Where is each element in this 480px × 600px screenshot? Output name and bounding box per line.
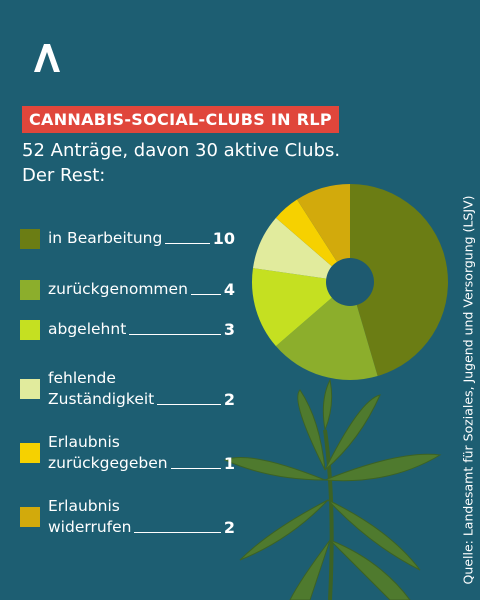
leader-line bbox=[134, 532, 221, 533]
legend-label: fehlende Zuständigkeit bbox=[48, 369, 155, 408]
legend-label: Erlaubnis widerrufen bbox=[48, 497, 132, 536]
leader-line bbox=[129, 334, 221, 335]
logo bbox=[34, 44, 60, 72]
value-label: 1 bbox=[223, 454, 235, 473]
pie-slice bbox=[297, 184, 350, 282]
legend-item: fehlende Zuständigkeit 2 bbox=[20, 368, 235, 410]
pie-slice bbox=[275, 199, 350, 282]
legend-label: in Bearbeitung bbox=[48, 229, 163, 247]
value-label: 3 bbox=[223, 320, 235, 339]
leader-line bbox=[170, 468, 221, 469]
value-label: 2 bbox=[223, 390, 235, 409]
legend-swatch bbox=[20, 443, 40, 463]
pie-slice bbox=[251, 268, 350, 347]
cannabis-leaves bbox=[223, 378, 442, 600]
legend-item: Erlaubnis zurückgegeben 1 bbox=[20, 432, 235, 474]
legend-item: in Bearbeitung 10 bbox=[20, 228, 235, 249]
legend-item: abgelehnt 3 bbox=[20, 319, 235, 340]
chart-subtitle: 52 Anträge, davon 30 aktive Clubs. Der R… bbox=[22, 140, 341, 186]
pie-slice bbox=[350, 184, 448, 377]
legend-swatch bbox=[20, 319, 40, 340]
legend-swatch bbox=[20, 279, 40, 300]
legend-item: zurückgenommen 4 bbox=[20, 279, 235, 300]
value-label: 2 bbox=[223, 518, 235, 537]
leader-line bbox=[165, 243, 210, 244]
value-label: 10 bbox=[212, 229, 235, 248]
legend-swatch bbox=[20, 379, 40, 399]
legend-label: abgelehnt bbox=[48, 320, 127, 338]
legend-swatch bbox=[20, 228, 40, 249]
value-label: 4 bbox=[223, 280, 235, 299]
leader-line bbox=[190, 294, 221, 295]
legend-item: Erlaubnis widerrufen 2 bbox=[20, 496, 235, 538]
pie-hole bbox=[326, 258, 374, 306]
legend-label: zurückgenommen bbox=[48, 280, 188, 298]
legend-label: Erlaubnis zurückgegeben bbox=[48, 433, 168, 472]
legend-swatch bbox=[20, 507, 40, 527]
pie-slice bbox=[275, 282, 378, 380]
leader-line bbox=[157, 404, 221, 405]
chart-title: CANNABIS-SOCIAL-CLUBS IN RLP bbox=[22, 106, 339, 133]
source-note: Quelle: Landesamt für Soziales, Jugend u… bbox=[460, 195, 476, 585]
pie-slice bbox=[252, 217, 350, 282]
